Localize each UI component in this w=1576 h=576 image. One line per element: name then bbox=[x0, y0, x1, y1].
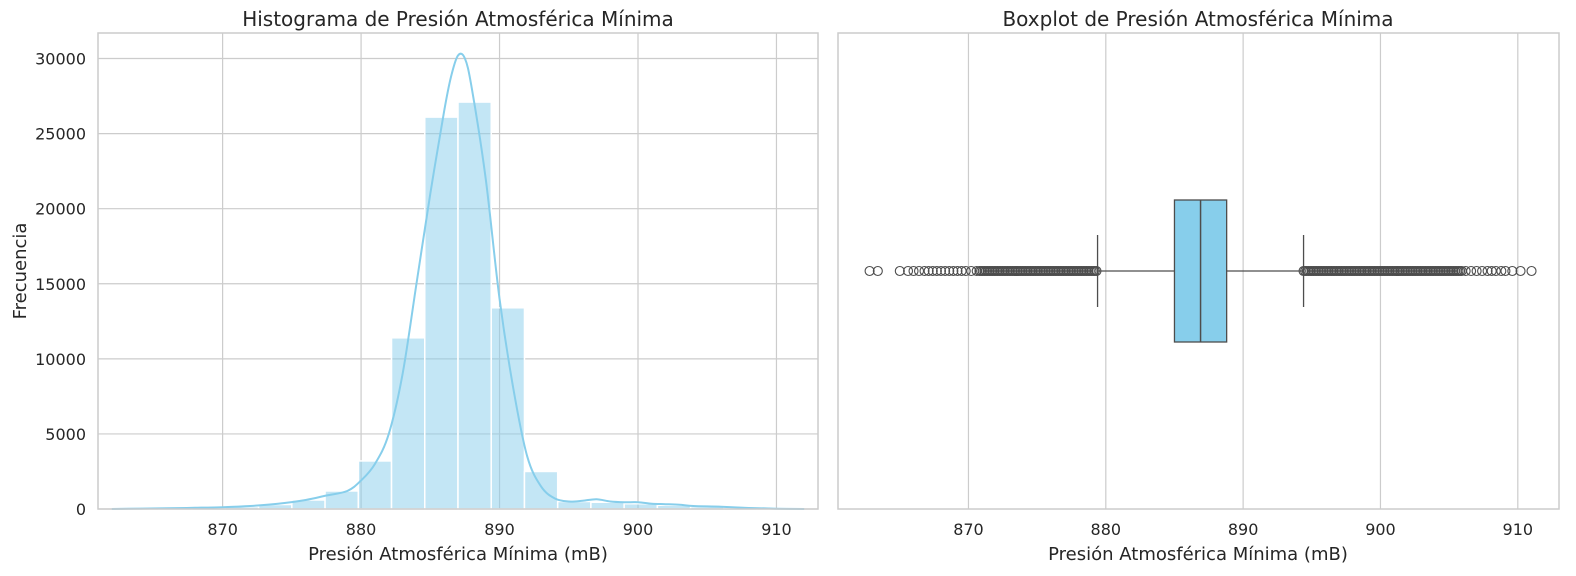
y-tick-label: 25000 bbox=[35, 125, 86, 144]
x-tick-label: 890 bbox=[1228, 520, 1259, 539]
outlier-point bbox=[908, 265, 919, 277]
outlier-point bbox=[935, 265, 947, 277]
histogram-panel: Histograma de Presión Atmosférica Mínima… bbox=[10, 7, 819, 565]
x-tick-label: 890 bbox=[484, 520, 515, 539]
histogram-bar bbox=[490, 307, 526, 510]
histogram-x-ticks: 870 880 890 900 910 bbox=[207, 520, 791, 539]
histogram-bar bbox=[590, 501, 625, 510]
outlier-point bbox=[894, 265, 905, 277]
outlier-point bbox=[1486, 265, 1497, 277]
outlier-point bbox=[948, 265, 959, 277]
x-tick-label: 870 bbox=[207, 520, 238, 539]
histogram-bar bbox=[424, 116, 459, 510]
outlier-point bbox=[1466, 265, 1477, 277]
outlier-point bbox=[940, 265, 951, 277]
histogram-bar bbox=[457, 101, 492, 510]
histogram-bars bbox=[124, 101, 792, 510]
x-tick-label: 880 bbox=[1091, 520, 1122, 539]
boxplot-outliers bbox=[864, 265, 1537, 277]
x-tick-label: 880 bbox=[346, 520, 377, 539]
histogram-bar bbox=[357, 460, 393, 510]
outlier-point bbox=[1490, 265, 1501, 277]
x-tick-label: 870 bbox=[953, 520, 984, 539]
outlier-point bbox=[1477, 265, 1488, 277]
outlier-point bbox=[956, 265, 967, 277]
histogram-frame bbox=[97, 32, 819, 510]
boxplot-title: Boxplot de Presión Atmosférica Mínima bbox=[1002, 7, 1393, 31]
outlier-point bbox=[931, 265, 942, 277]
boxplot-panel: Boxplot de Presión Atmosférica Mínima 87… bbox=[837, 7, 1560, 565]
outlier-point bbox=[1471, 265, 1482, 277]
y-tick-label: 30000 bbox=[35, 50, 86, 69]
y-tick-label: 15000 bbox=[35, 275, 86, 294]
outlier-point bbox=[944, 265, 955, 277]
x-tick-label: 900 bbox=[1365, 520, 1396, 539]
histogram-bar bbox=[390, 337, 426, 510]
boxplot-body bbox=[1096, 199, 1305, 343]
x-tick-label: 910 bbox=[761, 520, 792, 539]
outlier-point bbox=[960, 265, 971, 277]
boxplot-x-ticks: 870 880 890 900 910 bbox=[953, 520, 1533, 539]
outlier-point bbox=[864, 265, 875, 277]
outlier-point bbox=[919, 265, 930, 277]
outlier-point bbox=[1526, 265, 1537, 277]
outlier-point bbox=[1496, 265, 1507, 277]
kde-curve bbox=[111, 52, 805, 510]
outlier-point bbox=[1456, 265, 1467, 277]
histogram-y-ticks: 0 5000 10000 15000 20000 25000 30000 bbox=[35, 50, 86, 519]
outlier-point bbox=[966, 265, 977, 277]
y-tick-label: 0 bbox=[76, 500, 86, 519]
histogram-title: Histograma de Presión Atmosférica Mínima bbox=[242, 7, 674, 31]
outlier-point bbox=[872, 265, 883, 277]
x-tick-label: 900 bbox=[623, 520, 654, 539]
histogram-bar bbox=[523, 470, 559, 510]
boxplot-frame bbox=[837, 32, 1560, 510]
boxplot-x-label: Presión Atmosférica Mínima (mB) bbox=[1048, 544, 1348, 565]
outlier-point bbox=[1500, 265, 1511, 277]
y-tick-label: 5000 bbox=[45, 425, 86, 444]
outlier-point bbox=[927, 265, 938, 277]
y-tick-label: 20000 bbox=[35, 200, 86, 219]
y-tick-label: 10000 bbox=[35, 350, 86, 369]
outlier-point bbox=[1482, 265, 1493, 277]
histogram-bar bbox=[556, 500, 592, 510]
x-tick-label: 910 bbox=[1503, 520, 1534, 539]
outlier-point bbox=[913, 265, 925, 277]
histogram-x-label: Presión Atmosférica Mínima (mB) bbox=[308, 544, 608, 565]
outlier-point bbox=[1507, 265, 1518, 277]
outlier-point bbox=[902, 265, 914, 277]
outlier-point bbox=[952, 265, 963, 277]
outlier-point bbox=[923, 265, 934, 277]
histogram-y-label: Frecuencia bbox=[10, 223, 31, 320]
outlier-point bbox=[1515, 265, 1526, 277]
